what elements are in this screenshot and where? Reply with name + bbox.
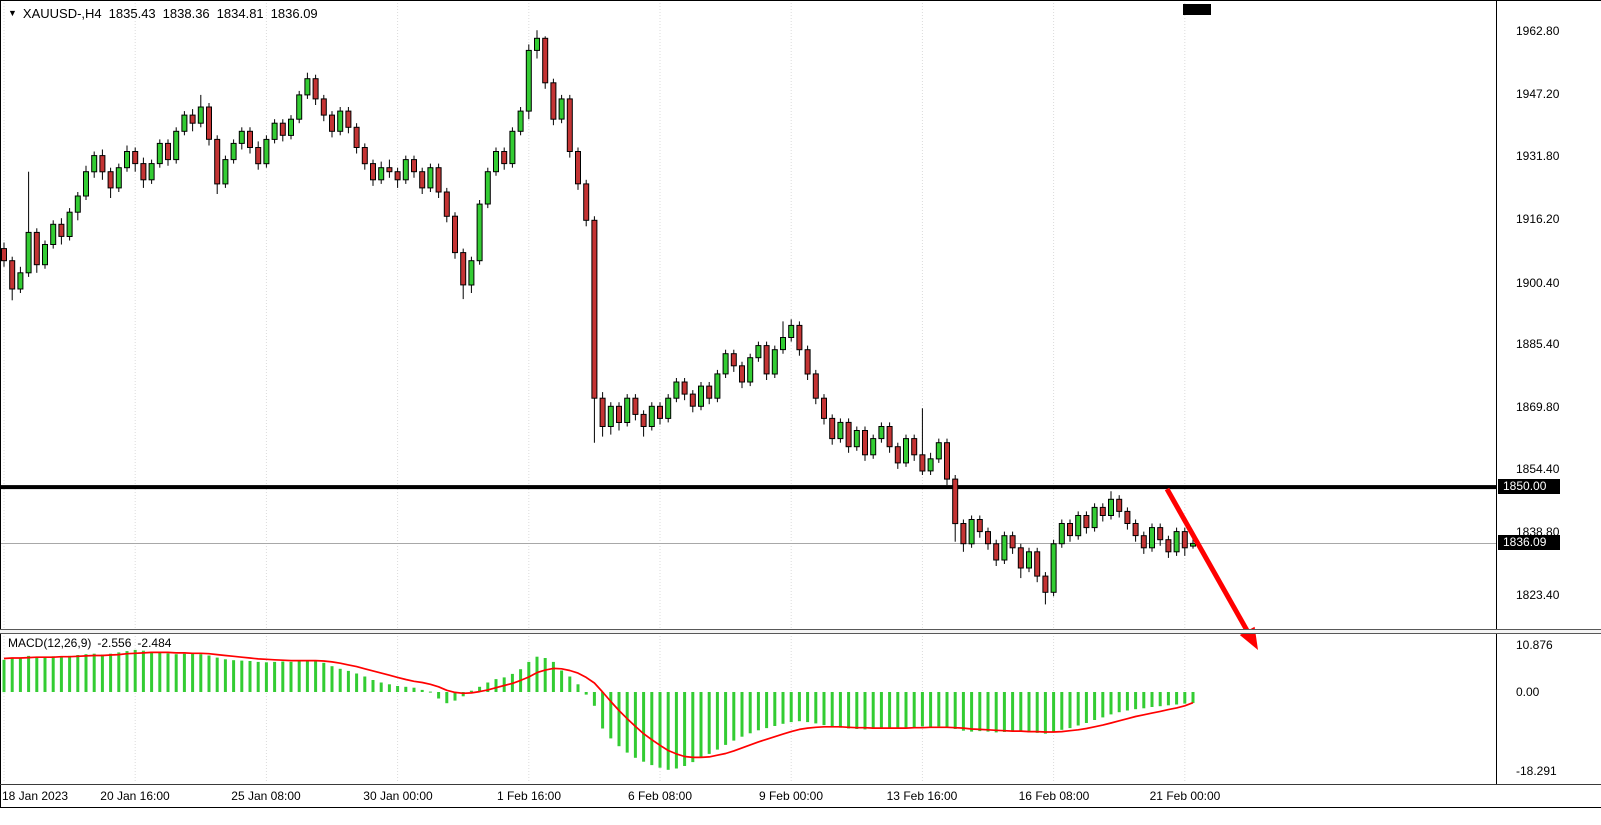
macd-tick-label: -18.291 — [1516, 764, 1557, 778]
macd-indicator-label: MACD(12,26,9) — [8, 636, 92, 650]
chart-ohlc-header: ▼ XAUUSD-,H4 1835.43 1838.36 1834.81 1836.09 — [8, 6, 318, 21]
symbol-dropdown-arrow-icon[interactable]: ▼ — [8, 8, 17, 18]
time-tick-label: 21 Feb 00:00 — [1149, 789, 1221, 803]
ohlc-open: 1835.43 — [108, 6, 156, 21]
price-tick-label: 1869.80 — [1516, 400, 1560, 414]
price-tick-label: 1823.40 — [1516, 588, 1560, 602]
macd-main-value: -2.556 — [97, 636, 132, 650]
price-tick-label: 1947.20 — [1516, 87, 1560, 101]
ohlc-high: 1838.36 — [162, 6, 210, 21]
time-tick-label: 13 Feb 16:00 — [886, 789, 958, 803]
price-tick-label: 1900.40 — [1516, 276, 1560, 290]
price-axis[interactable]: 1962.80 1947.20 1931.80 1916.20 1900.40 1885.… — [1497, 0, 1601, 783]
time-axis[interactable]: 18 Jan 2023 20 Jan 16:00 25 Jan 08:00 30 Ja… — [0, 784, 1601, 808]
macd-tick-label: 10.876 — [1516, 638, 1553, 652]
horizontal-line-1850[interactable] — [0, 485, 1496, 490]
time-tick-label: 9 Feb 00:00 — [758, 789, 824, 803]
macd-signal-line — [3, 651, 1194, 759]
time-tick-label: 20 Jan 16:00 — [100, 789, 170, 803]
ohlc-low: 1834.81 — [216, 6, 264, 21]
candles-layer[interactable] — [1, 30, 1196, 605]
price-tick-label: 1962.80 — [1516, 24, 1560, 38]
trend-arrow[interactable] — [1164, 487, 1258, 650]
time-tick-label: 1 Feb 16:00 — [496, 789, 562, 803]
frame-border-left — [0, 0, 1, 808]
bid-price-badge: 1836.09 — [1498, 535, 1560, 550]
time-tick-label: 18 Jan 2023 — [2, 789, 69, 803]
ohlc-close: 1836.09 — [270, 6, 318, 21]
time-tick-label: 30 Jan 00:00 — [363, 789, 433, 803]
macd-histogram — [2, 649, 1195, 770]
time-tick-label: 6 Feb 08:00 — [627, 789, 693, 803]
chart-shift-marker[interactable] — [1183, 4, 1211, 15]
pane-separator[interactable] — [0, 629, 1601, 634]
hline-price-badge: 1850.00 — [1498, 479, 1560, 494]
frame-border-bottom — [0, 807, 1601, 808]
price-tick-label: 1854.40 — [1516, 462, 1560, 476]
price-tick-label: 1916.20 — [1516, 212, 1560, 226]
time-tick-label: 16 Feb 08:00 — [1018, 789, 1090, 803]
time-tick-label: 25 Jan 08:00 — [231, 789, 301, 803]
price-axis-separator — [1496, 0, 1497, 784]
macd-signal-value: -2.484 — [137, 636, 172, 650]
chart-title: XAUUSD-,H4 — [22, 6, 102, 21]
price-tick-label: 1885.40 — [1516, 337, 1560, 351]
price-tick-label: 1931.80 — [1516, 149, 1560, 163]
macd-indicator-header: MACD(12,26,9) -2.556 -2.484 — [8, 636, 171, 650]
frame-border-top — [0, 0, 1601, 1]
macd-tick-label: 0.00 — [1516, 685, 1540, 699]
